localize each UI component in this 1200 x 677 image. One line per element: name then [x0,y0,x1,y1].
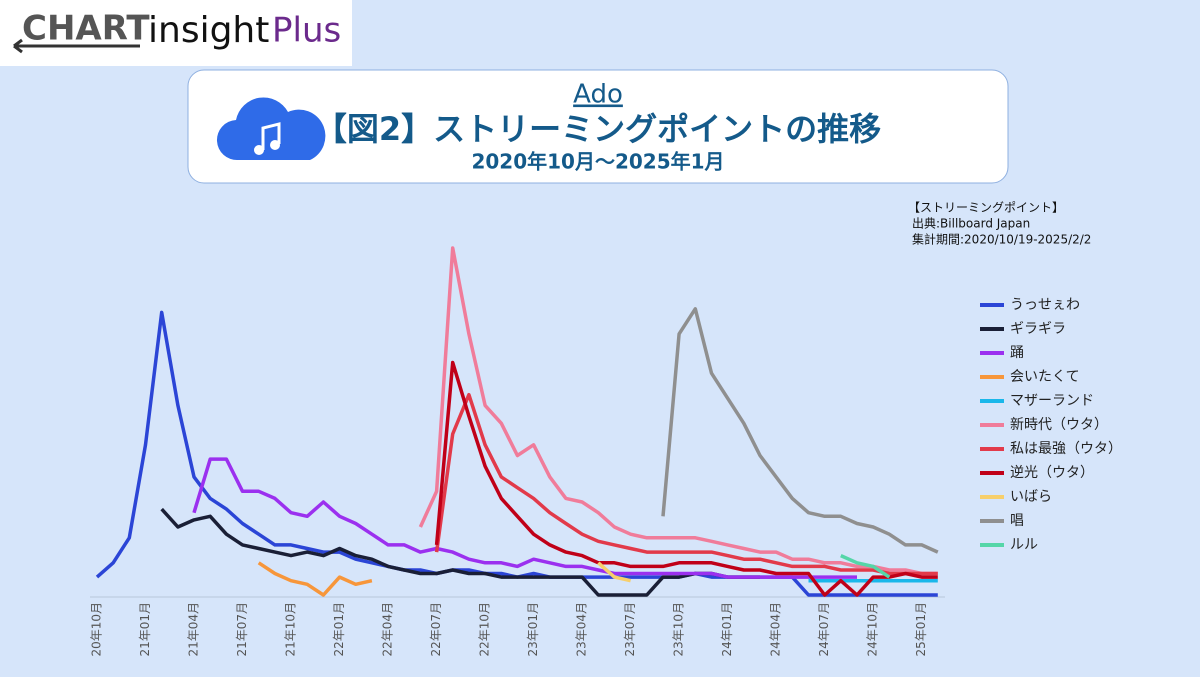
legend-label: 唱 [1010,513,1024,529]
x-tick-label: 21年01月 [138,602,152,657]
x-tick-label: 21年04月 [187,602,201,657]
note: 集計期間:2020/10/19-2025/2/2 [912,232,1091,247]
x-tick-label: 23年01月 [526,602,540,657]
x-tick-label: 25年01月 [914,602,928,657]
series-line [418,246,938,576]
legend-label: 逆光（ウタ） [1010,465,1094,481]
logo-arrow [13,38,140,54]
chart-subtitle: 2020年10月～2025年1月 [471,150,724,174]
artist: Ado [573,80,623,110]
legend-label: いばら [1010,489,1052,505]
series-line [192,457,857,579]
legend-label: うっせぇわ [1010,297,1080,313]
legend-label: 会いたくて [1010,369,1080,385]
logo-box [0,0,352,66]
series-line [840,554,891,579]
x-tick-label: 22年01月 [332,602,346,657]
legend-label: ルル [1010,537,1038,553]
x-tick-label: 21年10月 [284,602,298,657]
x-tick-label: 24年01月 [720,602,734,657]
x-tick-label: 21年07月 [235,602,249,657]
x-tick-label: 22年10月 [478,602,492,657]
title-box [187,69,1009,184]
series-line [434,392,938,576]
cloud-icon [216,97,326,161]
x-tick-label: 24年04月 [769,602,783,657]
legend-label: 私は最強（ウタ） [1010,441,1122,457]
series-line [597,561,631,583]
series-line [160,507,760,597]
note: 出典:Billboard Japan [912,217,1030,231]
legend-label: ギラギラ [1010,321,1066,337]
logo-word: insight [148,10,269,51]
note: 【ストリーミングポイント】 [908,201,1064,215]
x-tick-label: 24年07月 [817,602,831,657]
legend-label: 踊 [1010,345,1024,361]
logo-plus: Plus [272,11,341,51]
x-tick-label: 23年04月 [575,602,589,657]
x-tick-label: 23年07月 [623,602,637,657]
x-tick-label: 20年10月 [90,602,104,657]
series-line [434,360,938,597]
chart-title: 【図2】ストリーミングポイントの推移 [315,110,881,148]
series-line [661,307,939,554]
legend-label: 新時代（ウタ） [1010,417,1108,433]
x-tick-label: 24年10月 [866,602,880,657]
series-line [257,561,373,597]
logo-brand: CHART [22,9,150,49]
x-tick-label: 22年07月 [429,602,443,657]
x-tick-label: 23年10月 [672,602,686,657]
legend-label: マザーランド [1010,393,1094,409]
x-tick-label: 22年04月 [381,602,395,657]
